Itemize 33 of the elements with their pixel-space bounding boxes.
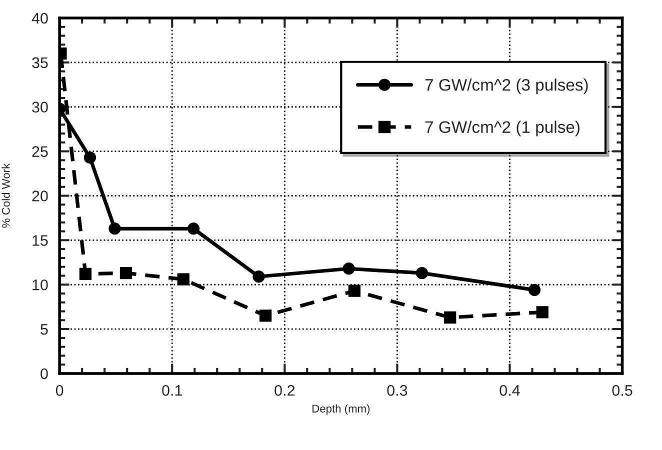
y-tick-label: 20 [32, 190, 48, 202]
y-tick-label: 35 [32, 57, 48, 68]
y-tick-label: 0 [40, 368, 48, 380]
point [536, 306, 548, 318]
point [342, 262, 355, 275]
point [84, 151, 96, 164]
x-tick-label: 0 [56, 385, 64, 396]
y-tick-label: 40 [32, 12, 48, 24]
x-tick-label: 0.4 [500, 385, 520, 396]
y-tick-label: 30 [32, 102, 48, 113]
point [177, 273, 190, 286]
point [259, 310, 272, 322]
x-tick-label: 0.3 [387, 385, 408, 396]
point [187, 222, 200, 235]
legend-label: 7 GW/cm^2 (3 pulses) [425, 78, 588, 94]
point [416, 266, 428, 280]
y-tick-label: 5 [40, 324, 48, 335]
point [528, 284, 541, 296]
y-tick-label: 25 [32, 146, 48, 157]
point [444, 311, 456, 324]
legend-label: 7 GW/cm^2 (1 pulse) [425, 120, 580, 136]
y-tick-label: 10 [32, 279, 48, 290]
x-tick-label: 0.2 [274, 385, 295, 396]
point [79, 268, 92, 280]
point [252, 270, 265, 283]
point [108, 222, 121, 235]
point [348, 284, 361, 297]
point [120, 266, 132, 280]
y-axis-title: % Cold Work [2, 163, 10, 228]
x-axis-title: Depth (mm) [312, 404, 370, 415]
y-tick-label: 15 [32, 235, 48, 246]
x-tick-label: 0.5 [612, 385, 632, 396]
x-tick-label: 0.1 [162, 385, 182, 396]
